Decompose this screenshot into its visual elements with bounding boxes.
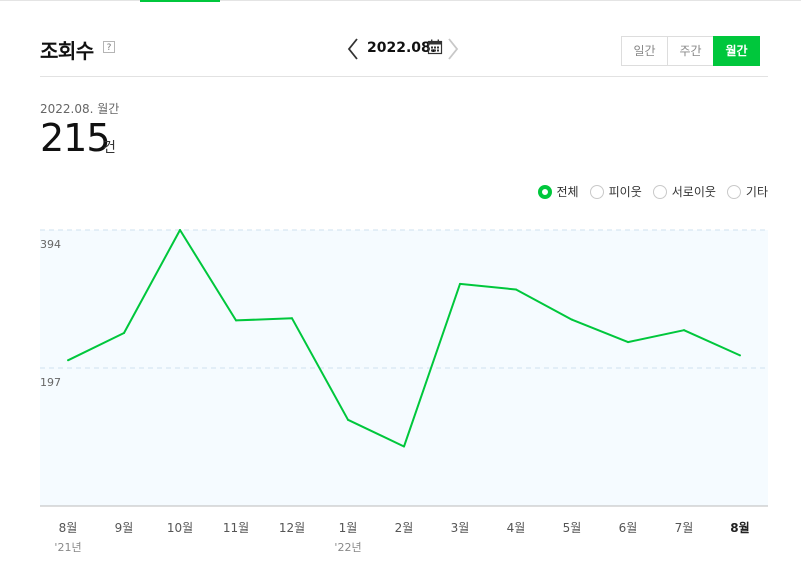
data-point xyxy=(683,329,685,332)
radio-icon xyxy=(589,184,604,199)
radio-icon xyxy=(726,184,741,199)
y-tick-label: 197 xyxy=(40,376,61,389)
x-year-label: '22년 xyxy=(334,541,361,554)
filter-all[interactable]: 전체 xyxy=(537,183,579,200)
x-tick-label: 12월 xyxy=(279,521,305,535)
x-tick-label: 5월 xyxy=(563,521,582,535)
data-point xyxy=(347,418,349,421)
data-point xyxy=(571,318,573,321)
active-menu-indicator xyxy=(140,0,220,2)
x-tick-label: 3월 xyxy=(451,521,470,535)
summary-period: 2022.08. 월간 xyxy=(40,102,120,116)
filter-mutual-neighbors[interactable]: 서로이웃 xyxy=(652,183,716,200)
prev-period-button[interactable] xyxy=(345,37,361,61)
data-point xyxy=(515,288,517,291)
data-point xyxy=(235,319,237,322)
tab-weekly[interactable]: 주간 xyxy=(667,36,714,66)
x-tick-label: 2월 xyxy=(395,521,414,535)
current-period: 2022.08. xyxy=(367,40,437,56)
data-point xyxy=(739,354,741,357)
x-tick-label: 6월 xyxy=(619,521,638,535)
filter-label: 기타 xyxy=(745,185,768,199)
radio-icon xyxy=(537,184,552,199)
data-point xyxy=(67,359,69,362)
data-point xyxy=(179,229,181,231)
next-period-button[interactable] xyxy=(445,37,461,61)
series-filter: 전체 피이웃 서로이웃 기타 xyxy=(527,183,768,200)
stats-header: 조회수 ? 2022.08. 일간 주간 월간 xyxy=(40,28,768,77)
top-divider xyxy=(0,0,801,1)
tab-monthly[interactable]: 월간 xyxy=(713,36,760,66)
help-icon[interactable]: ? xyxy=(103,41,115,53)
x-tick-label: 8월 xyxy=(59,521,78,535)
chevron-right-icon xyxy=(448,38,459,60)
filter-other[interactable]: 기타 xyxy=(726,183,768,200)
calendar-icon[interactable] xyxy=(427,39,443,55)
page-title: 조회수 xyxy=(40,39,94,63)
y-tick-label: 394 xyxy=(40,238,61,251)
data-point xyxy=(123,331,125,334)
x-tick-label: 7월 xyxy=(675,521,694,535)
data-point xyxy=(627,341,629,344)
filter-neighbors[interactable]: 피이웃 xyxy=(589,183,642,200)
total-unit: 건 xyxy=(103,140,116,156)
tab-daily[interactable]: 일간 xyxy=(621,36,668,66)
x-tick-label: 1월 xyxy=(339,521,358,535)
x-tick-label: 11월 xyxy=(223,521,249,535)
total-views: 215 xyxy=(40,116,111,160)
x-year-label: '21년 xyxy=(54,541,81,554)
data-point xyxy=(291,317,293,320)
x-tick-label: 10월 xyxy=(167,521,193,535)
data-point xyxy=(403,445,405,448)
radio-icon xyxy=(652,184,667,199)
filter-label: 전체 xyxy=(556,185,579,199)
chevron-left-icon xyxy=(347,38,358,60)
period-toggle: 일간 주간 월간 xyxy=(621,36,760,66)
filter-label: 서로이웃 xyxy=(671,185,716,199)
x-tick-label: 4월 xyxy=(507,521,526,535)
x-tick-label: 9월 xyxy=(115,521,134,535)
filter-label: 피이웃 xyxy=(608,185,642,199)
x-tick-label: 8월 xyxy=(730,520,749,535)
data-point xyxy=(459,282,461,285)
